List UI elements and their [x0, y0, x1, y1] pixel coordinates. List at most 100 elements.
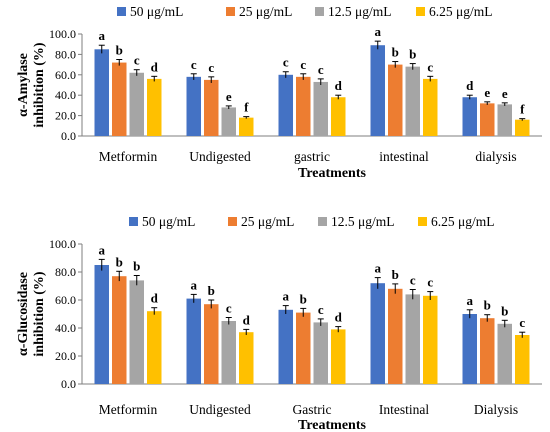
significance-label: a	[467, 293, 474, 308]
legend-label: 6.25 μg/mL	[431, 214, 495, 229]
y-tick-label: 60.0	[55, 293, 76, 307]
significance-label: b	[133, 259, 140, 274]
legend: 50 μg/mL 25 μg/mL 12.5 μg/mL 6.25 μg/mL	[117, 4, 493, 19]
y-axis-title: α-Amylaseinhibition (%)	[16, 42, 47, 128]
significance-label: b	[409, 47, 416, 62]
bar	[147, 311, 162, 384]
legend-label: 25 μg/mL	[239, 4, 292, 19]
significance-label: b	[116, 254, 123, 269]
legend-label: 50 μg/mL	[130, 4, 183, 19]
significance-label: b	[392, 45, 399, 60]
significance-label: a	[99, 242, 106, 257]
significance-label: c	[427, 275, 433, 290]
legend-label: 25 μg/mL	[241, 214, 294, 229]
bar	[515, 119, 530, 136]
bar	[239, 117, 254, 136]
legend-swatch	[228, 217, 237, 226]
bar	[423, 295, 438, 384]
bar	[497, 104, 512, 136]
y-tick-label: 80.0	[55, 47, 76, 61]
significance-label: b	[208, 283, 215, 298]
bar	[480, 103, 495, 136]
significance-label: a	[375, 261, 382, 276]
bar	[129, 72, 144, 136]
bar	[94, 49, 109, 136]
category-label: dialysis	[475, 149, 516, 164]
legend-label: 6.25 μg/mL	[429, 4, 493, 19]
significance-label: f	[244, 100, 249, 115]
significance-label: c	[283, 55, 289, 70]
bar	[388, 288, 403, 384]
bar	[278, 74, 293, 136]
bar	[296, 312, 311, 384]
significance-label: c	[191, 57, 197, 72]
category-label: Undigested	[189, 149, 251, 164]
y-tick-label: 100.0	[49, 27, 76, 41]
bar	[462, 314, 477, 384]
bar	[480, 318, 495, 384]
significance-label: b	[484, 298, 491, 313]
bar	[313, 81, 328, 136]
legend-label: 50 μg/mL	[142, 214, 195, 229]
significance-label: c	[427, 59, 433, 74]
y-tick-label: 0.0	[61, 129, 76, 143]
bar	[296, 76, 311, 136]
bar	[204, 79, 219, 136]
y-tick-label: 20.0	[55, 349, 76, 363]
category-label: Metformin	[99, 149, 158, 164]
significance-label: a	[99, 28, 106, 43]
category-label: Undigested	[189, 402, 251, 417]
y-axis-title: α-Glucosidaseinhibition (%)	[16, 271, 47, 357]
y-tick-label: 40.0	[55, 321, 76, 335]
bar	[370, 283, 385, 384]
significance-label: c	[318, 62, 324, 77]
chart-panel-bottom: 50 μg/mL 25 μg/mL 12.5 μg/mL 6.25 μg/mL 0.0 2…	[16, 214, 542, 432]
significance-label: c	[134, 53, 140, 68]
significance-label: b	[392, 267, 399, 282]
y-axis-title-line: α-Glucosidase	[16, 272, 31, 356]
significance-label: a	[283, 289, 290, 304]
significance-label: b	[501, 303, 508, 318]
bar	[423, 78, 438, 136]
y-axis-title-line: inhibition (%)	[32, 271, 47, 357]
legend-swatch	[226, 7, 235, 16]
legend: 50 μg/mL 25 μg/mL 12.5 μg/mL 6.25 μg/mL	[129, 214, 495, 229]
bar	[497, 323, 512, 384]
bar	[515, 335, 530, 384]
significance-label: f	[520, 102, 525, 117]
significance-label: c	[519, 315, 525, 330]
category-label: Dialysis	[474, 402, 518, 417]
bar	[313, 322, 328, 384]
significance-label: c	[410, 273, 416, 288]
y-tick-label: 80.0	[55, 265, 76, 279]
x-axis-title: Treatments	[298, 166, 366, 181]
bar	[221, 107, 236, 136]
x-axis-title: Treatments	[298, 418, 366, 432]
category-label: Intestinal	[379, 402, 429, 417]
significance-label: e	[226, 89, 232, 104]
y-axis-title-line: inhibition (%)	[32, 42, 47, 128]
significance-label: d	[151, 291, 159, 306]
significance-label: d	[151, 59, 159, 74]
legend-swatch	[416, 7, 425, 16]
significance-label: d	[335, 310, 343, 325]
legend-swatch	[315, 7, 324, 16]
legend-label: 12.5 μg/mL	[328, 4, 392, 19]
bar	[278, 309, 293, 384]
significance-label: e	[502, 86, 508, 101]
bar	[462, 97, 477, 136]
bar	[112, 62, 127, 137]
y-axis-title-line: α-Amylase	[16, 53, 31, 117]
legend-swatch	[117, 7, 126, 16]
bar	[405, 66, 420, 136]
significance-label: d	[335, 78, 343, 93]
bar	[405, 294, 420, 384]
significance-label: a	[191, 277, 198, 292]
significance-label: c	[300, 57, 306, 72]
bar	[388, 64, 403, 136]
significance-label: a	[375, 24, 382, 39]
y-tick-label: 100.0	[49, 237, 76, 251]
significance-label: e	[484, 85, 490, 100]
y-tick-label: 20.0	[55, 109, 76, 123]
bar	[221, 321, 236, 384]
